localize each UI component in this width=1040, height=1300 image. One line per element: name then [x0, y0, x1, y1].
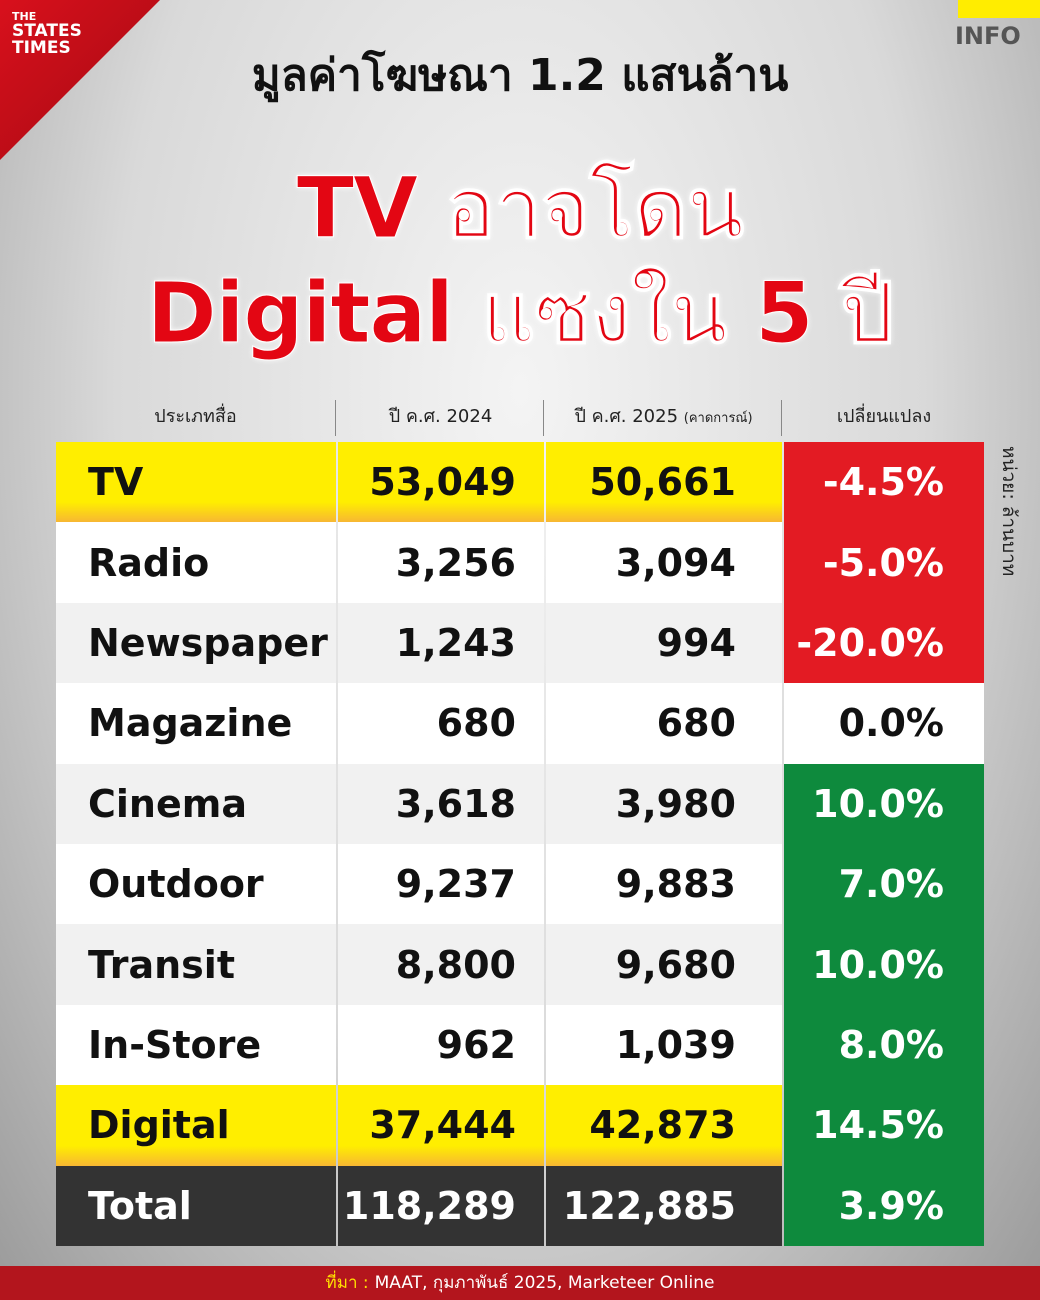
table-cell: 42,873	[546, 1085, 782, 1166]
table-cell: 3.9%	[784, 1165, 984, 1246]
table-cell: 962	[338, 1004, 544, 1086]
table-cell: 680	[546, 683, 782, 764]
column-note: (คาดการณ์)	[683, 411, 753, 426]
table-cell: 8,800	[338, 924, 544, 1005]
row-label: Newspaper	[56, 602, 336, 684]
column-title: ปี ค.ศ. 2025	[574, 406, 679, 427]
brand: THE STATES TIMES	[12, 10, 82, 57]
headline: Digital แซงใน 5 ปี	[146, 264, 894, 363]
column-header: ประเภทสื่อ ปี ค.ศ. 2024 ปี ค.ศ. 2025 (คา…	[56, 400, 984, 436]
table-cell: 8.0%	[784, 1004, 984, 1086]
brand-line: TIMES	[12, 38, 71, 58]
table-cell: 3,618	[338, 763, 544, 844]
table-cell: 7.0%	[784, 843, 984, 925]
table-cell: 994	[546, 602, 782, 684]
table-cell: 1,243	[338, 602, 544, 684]
column-title: ประเภทสื่อ	[56, 400, 336, 436]
table-cell: -4.5%	[784, 442, 984, 523]
table-cell: 10.0%	[784, 763, 984, 844]
row-label: Digital	[56, 1085, 336, 1166]
table-cell: -5.0%	[784, 522, 984, 603]
table-cell: 118,289	[338, 1165, 544, 1246]
unit-note: หน่วย: ล้านบาท	[998, 446, 1020, 577]
table-cell: 53,049	[338, 442, 544, 523]
table-cell: 1,039	[546, 1004, 782, 1086]
brand-line: STATES	[12, 21, 82, 41]
row-label: Magazine	[56, 683, 336, 764]
kicker: มูลค่าโฆษณา 1.2 แสนล้าน	[251, 50, 789, 101]
row-label: Radio	[56, 522, 336, 603]
table-cell: 9,883	[546, 843, 782, 925]
source: MAAT, กุมภาพันธ์ 2025, Marketeer Online	[374, 1273, 715, 1293]
brand-line: THE	[12, 10, 37, 23]
table-cell: 9,237	[338, 843, 544, 925]
row-label: TV	[56, 442, 336, 523]
tag: INFO	[955, 22, 1021, 50]
source-label: ที่มา :	[325, 1273, 369, 1293]
table-cell: 3,980	[546, 763, 782, 844]
row-label: Transit	[56, 924, 336, 1005]
table-cell: 680	[338, 683, 544, 764]
table-cell: 9,680	[546, 924, 782, 1005]
table-cell: 0.0%	[784, 683, 984, 764]
table-cell: 3,094	[546, 522, 782, 603]
table-cell: -20.0%	[784, 602, 984, 684]
table-cell: 37,444	[338, 1085, 544, 1166]
column-title: ปี ค.ศ. 2025 (คาดการณ์)	[546, 400, 782, 436]
table-cell: 10.0%	[784, 924, 984, 1005]
column-title: ปี ค.ศ. 2024	[338, 400, 544, 436]
row-label: In-Store	[56, 1004, 336, 1086]
headline: TV อาจโดน	[296, 159, 744, 258]
row-label: Total	[56, 1165, 336, 1246]
table-cell: 14.5%	[784, 1085, 984, 1166]
row-label: Cinema	[56, 763, 336, 844]
tag-bar	[958, 0, 1040, 18]
table-cell: 122,885	[546, 1165, 782, 1246]
column-title: เปลี่ยนแปลง	[836, 406, 932, 427]
data-table: TV 53,049 50,661 -4.5% Radio 3,256 3,094 -5.0% N…	[56, 442, 984, 1246]
table-cell: 50,661	[546, 442, 782, 523]
row-label: Outdoor	[56, 843, 336, 925]
table-cell: 3,256	[338, 522, 544, 603]
footer: ที่มา : MAAT, กุมภาพันธ์ 2025, Marketeer …	[0, 1266, 1040, 1300]
